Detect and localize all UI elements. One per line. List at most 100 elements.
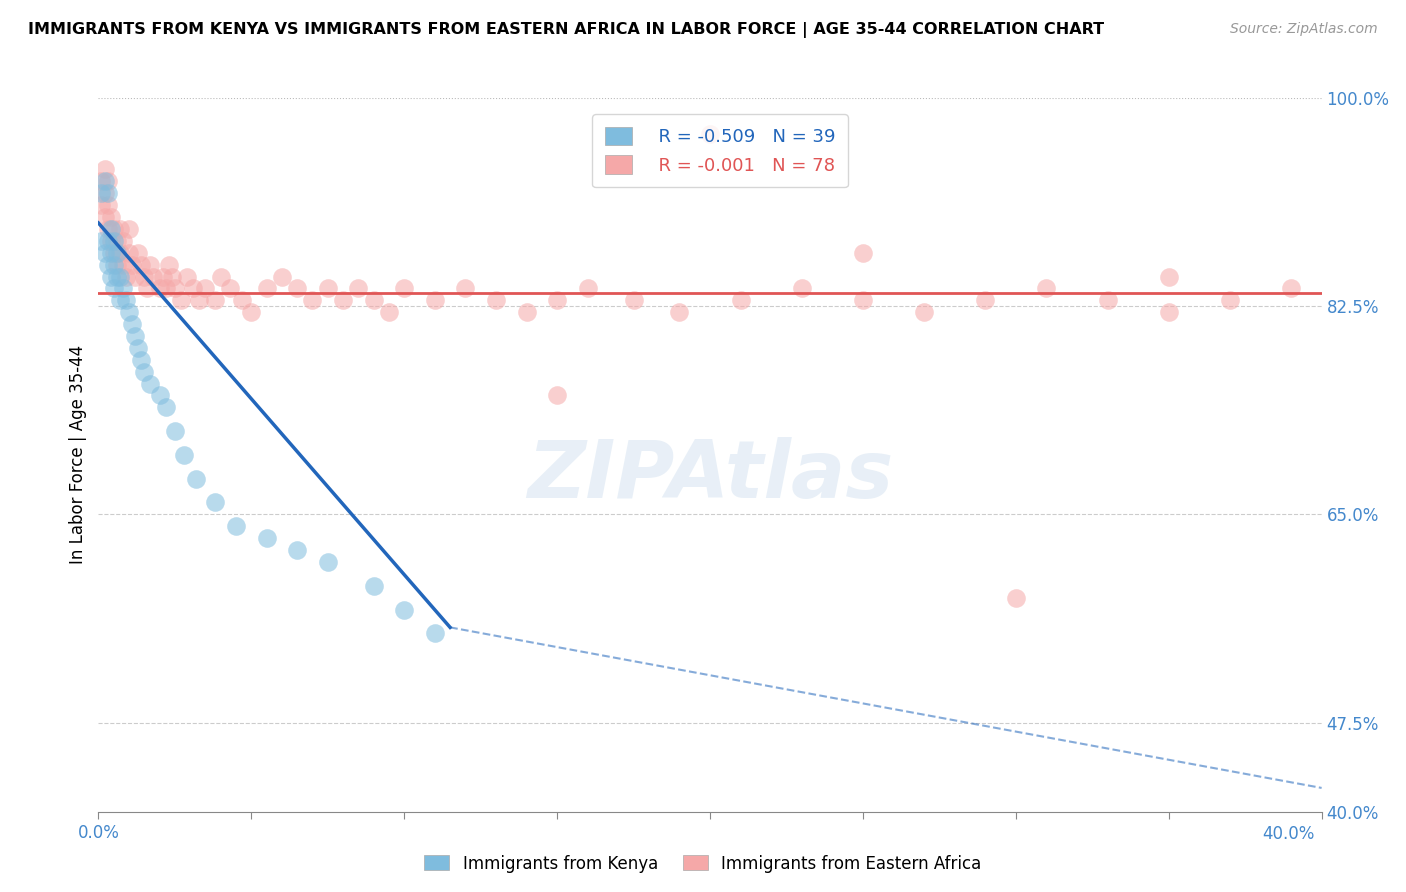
Point (93, 186, 115, 201)
Point (105, 234, 128, 248)
Point (204, 293, 226, 308)
Point (231, 293, 253, 308)
Point (103, 245, 125, 260)
Point (90, 186, 112, 201)
Point (194, 281, 217, 295)
Point (316, 281, 339, 295)
Point (219, 281, 242, 295)
Point (974, 293, 997, 308)
Point (332, 293, 354, 308)
Point (121, 258, 143, 272)
Point (1004, 591, 1026, 605)
Point (108, 293, 131, 308)
Legend:   R = -0.509   N = 39,   R = -0.001   N = 78: R = -0.509 N = 39, R = -0.001 N = 78 (592, 114, 848, 187)
Point (93, 210, 115, 224)
Point (105, 258, 128, 272)
Point (188, 293, 211, 308)
Point (103, 222, 125, 236)
Point (115, 293, 138, 308)
Point (129, 352, 152, 367)
Point (285, 281, 308, 295)
Point (142, 269, 165, 284)
Point (100, 245, 122, 260)
Point (118, 245, 141, 260)
Point (136, 281, 159, 295)
Point (97, 234, 120, 248)
Point (363, 293, 385, 308)
Point (93, 174, 115, 188)
Point (363, 579, 385, 593)
Point (97, 174, 120, 188)
Point (256, 281, 278, 295)
Point (516, 305, 538, 319)
Point (105, 269, 128, 284)
Point (124, 269, 146, 284)
Point (173, 448, 195, 462)
Point (93, 245, 115, 260)
Point (118, 222, 141, 236)
Point (100, 269, 122, 284)
Point (157, 258, 180, 272)
Point (316, 555, 339, 569)
Point (97, 258, 120, 272)
Point (485, 293, 508, 308)
Point (790, 281, 813, 295)
Point (111, 234, 134, 248)
Point (105, 245, 128, 260)
Point (115, 269, 138, 284)
Point (93, 162, 115, 177)
Point (155, 401, 177, 415)
Point (186, 472, 208, 486)
Text: 40.0%: 40.0% (1263, 825, 1315, 843)
Point (176, 269, 198, 284)
Point (90, 234, 112, 248)
Point (108, 222, 131, 236)
Point (623, 293, 645, 308)
Point (160, 269, 183, 284)
Point (270, 269, 292, 284)
Point (139, 376, 162, 391)
Legend: Immigrants from Kenya, Immigrants from Eastern Africa: Immigrants from Kenya, Immigrants from E… (418, 848, 988, 880)
Point (111, 281, 134, 295)
Point (134, 269, 156, 284)
Point (423, 293, 446, 308)
Point (378, 305, 401, 319)
Point (912, 305, 935, 319)
Point (163, 281, 186, 295)
Point (256, 531, 278, 545)
Point (170, 293, 193, 308)
Point (301, 293, 323, 308)
Point (546, 293, 568, 308)
Point (852, 293, 875, 308)
Point (103, 281, 125, 295)
Point (240, 305, 263, 319)
Point (1097, 293, 1119, 308)
Point (1157, 305, 1180, 319)
Point (1279, 281, 1302, 295)
Point (852, 245, 875, 260)
Point (1035, 281, 1057, 295)
Point (423, 626, 446, 640)
Point (155, 281, 177, 295)
Point (118, 305, 141, 319)
Point (90, 174, 112, 188)
Y-axis label: In Labor Force | Age 35-44: In Labor Force | Age 35-44 (69, 345, 87, 565)
Point (149, 388, 172, 402)
Text: Source: ZipAtlas.com: Source: ZipAtlas.com (1230, 22, 1378, 37)
Point (124, 329, 146, 343)
Point (97, 198, 120, 212)
Point (100, 234, 122, 248)
Point (149, 281, 172, 295)
Text: ZIPAtlas: ZIPAtlas (527, 437, 893, 516)
Point (225, 519, 247, 533)
Point (668, 305, 690, 319)
Point (392, 602, 416, 616)
Point (127, 341, 149, 355)
Point (576, 281, 599, 295)
Point (108, 245, 131, 260)
Point (90, 198, 112, 212)
Point (285, 543, 308, 558)
Point (454, 281, 477, 295)
Point (1157, 269, 1180, 284)
Point (204, 495, 226, 509)
